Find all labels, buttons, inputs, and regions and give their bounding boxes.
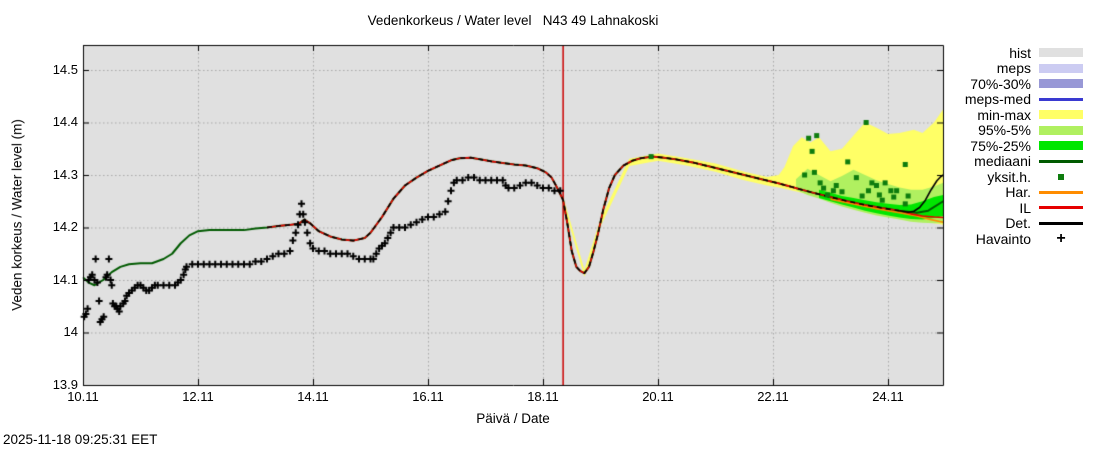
legend-swatch-line: [1039, 190, 1083, 194]
legend-swatch-band: [1039, 79, 1083, 89]
legend-swatch-band: [1039, 48, 1083, 58]
legend-item-il: IL: [965, 200, 1083, 216]
legend-label: Har.: [1005, 184, 1031, 201]
x-tick-label: 20.11: [642, 389, 674, 404]
x-tick-label: 14.11: [297, 389, 329, 404]
legend-item-meps: meps: [965, 60, 1083, 77]
legend-swatch-line: [1039, 206, 1083, 210]
chart-title: Vedenkorkeus / Water level N43 49 Lahnak…: [367, 13, 659, 28]
legend-label: mediaani: [974, 153, 1031, 170]
y-tick-label: 13.9: [52, 377, 78, 392]
legend-label: 95%-5%: [978, 122, 1031, 139]
legend-item-95-5-: 95%-5%: [965, 122, 1083, 139]
y-axis-label: Veden korkeus / Water level (m): [9, 119, 25, 311]
legend-swatch-dot: [1039, 173, 1083, 180]
legend-item-70-30-: 70%-30%: [965, 76, 1083, 92]
legend-swatch-line: [1039, 221, 1083, 225]
legend-label: 70%-30%: [970, 75, 1031, 92]
legend-label: hist: [1009, 44, 1031, 61]
x-tick-label: 24.11: [872, 389, 904, 404]
legend-item-havainto: Havainto +: [965, 229, 1083, 247]
legend-swatch-band: [1039, 141, 1083, 151]
x-tick-label: 16.11: [412, 389, 444, 404]
legend-item-75-25-: 75%-25%: [965, 138, 1083, 154]
legend-item-hist: hist: [965, 45, 1083, 61]
legend-item-det-: Det.: [965, 215, 1083, 232]
chart-legend: hist meps 70%-30% meps-med min-max 95%-5% 75%-…: [965, 45, 1083, 247]
x-tick-label: 22.11: [757, 389, 789, 404]
x-tick-label: 12.11: [182, 389, 214, 404]
legend-label: meps-med: [964, 91, 1031, 108]
y-tick-label: 14.4: [52, 114, 78, 130]
legend-label: meps: [996, 60, 1031, 77]
legend-item-yksit-h-: yksit.h.: [965, 169, 1083, 185]
legend-item-min-max: min-max: [965, 107, 1083, 123]
legend-swatch-line: [1039, 97, 1083, 101]
y-tick-label: 14.3: [52, 166, 78, 182]
x-tick-label: 18.11: [527, 389, 559, 404]
legend-swatch-line: [1039, 159, 1083, 163]
legend-label: 75%-25%: [970, 137, 1031, 154]
x-tick-label: 10.11: [67, 389, 99, 404]
x-axis-label: Päivä / Date: [476, 411, 550, 426]
legend-item-har-: Har.: [965, 184, 1083, 201]
legend-label: Havainto: [975, 230, 1031, 247]
legend-swatch-plus: +: [1056, 229, 1066, 247]
y-tick-label: 14.1: [52, 271, 78, 287]
legend-label: yksit.h.: [987, 168, 1031, 185]
legend-swatch-band: [1039, 125, 1083, 135]
y-tick-label: 14.2: [52, 219, 78, 235]
y-tick-label: 14.5: [52, 61, 78, 77]
legend-label: IL: [1019, 199, 1031, 216]
legend-swatch-band: [1039, 63, 1083, 73]
legend-item-meps-med: meps-med: [964, 91, 1083, 108]
render-timestamp: 2025-11-18 09:25:31 EET: [3, 432, 158, 447]
legend-label: min-max: [977, 106, 1031, 123]
legend-item-mediaani: mediaani: [965, 153, 1083, 170]
y-tick-label: 14: [63, 324, 78, 340]
legend-swatch-band: [1039, 110, 1083, 120]
legend-label: Det.: [1005, 215, 1031, 232]
